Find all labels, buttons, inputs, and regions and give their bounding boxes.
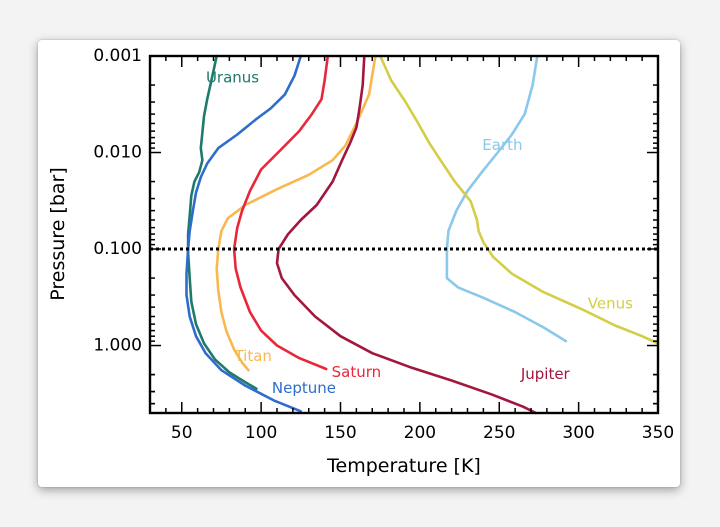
plot-frame — [148, 54, 660, 415]
y-axis-title: Pressure [bar] — [47, 167, 69, 301]
figure-card: 50 100 150 200 250 300 350 0.001 0.010 0.100 1.000… — [38, 40, 680, 487]
x-tick-label: 350 — [642, 423, 674, 443]
series-label-titan: Titan — [233, 347, 271, 365]
series-line-saturn — [232, 54, 330, 371]
series-lines — [185, 54, 660, 415]
series-label-saturn: Saturn — [332, 363, 382, 381]
series-line-jupiter — [275, 54, 538, 415]
series-label-neptune: Neptune — [272, 379, 336, 397]
y-tick-label: 1.000 — [93, 336, 142, 356]
x-axis-title: Temperature [K] — [326, 455, 481, 477]
y-tick-label: 0.100 — [93, 239, 142, 259]
series-label-earth: Earth — [482, 136, 522, 154]
x-tick-label: 100 — [245, 423, 277, 443]
series-label-uranus: Uranus — [206, 69, 259, 87]
x-tick-label: 300 — [562, 423, 594, 443]
series-line-earth — [445, 54, 568, 343]
series-label-venus: Venus — [588, 294, 633, 312]
x-tick-label: 150 — [324, 423, 356, 443]
chart: 50 100 150 200 250 300 350 0.001 0.010 0.100 1.000… — [47, 46, 674, 477]
y-tick-label: 0.010 — [93, 143, 142, 163]
plot-area-background — [150, 56, 658, 413]
x-tick-label: 50 — [171, 423, 193, 443]
series-line-titan — [215, 54, 377, 372]
tick-labels: 50 100 150 200 250 300 350 0.001 0.010 0.100 1.000 — [93, 46, 674, 443]
y-tick-label: 0.001 — [93, 46, 142, 66]
series-line-venus — [378, 54, 660, 345]
series-line-neptune — [185, 54, 303, 413]
x-tick-label: 250 — [483, 423, 515, 443]
x-tick-label: 200 — [404, 423, 436, 443]
series-label-jupiter: Jupiter — [520, 365, 571, 383]
series-line-uranus — [186, 54, 258, 390]
